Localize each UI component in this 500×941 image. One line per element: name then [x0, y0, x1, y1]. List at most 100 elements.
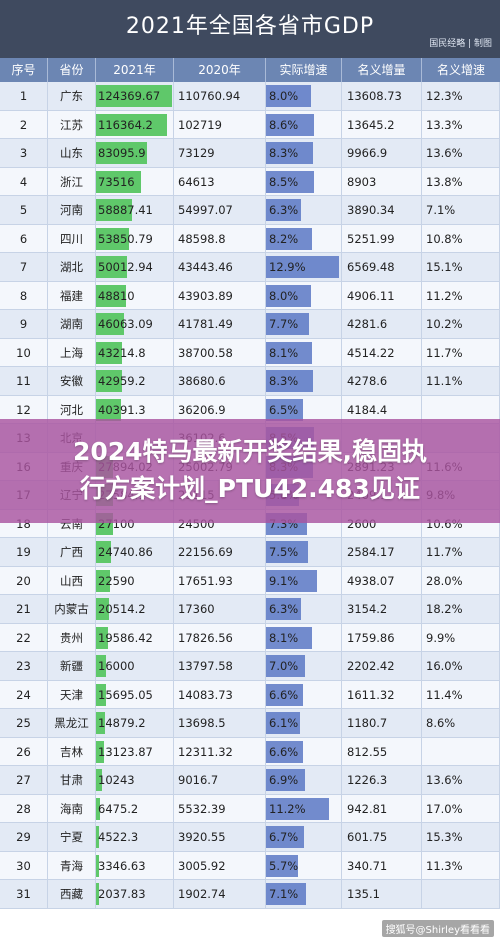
gdp-2021-cell-text: 6475.2	[98, 801, 139, 816]
gdp-2020-cell: 1902.74	[174, 880, 266, 908]
gdp-2021-cell: 48810	[96, 281, 174, 310]
nominal-growth-cell-text: 13.6%	[426, 773, 463, 787]
province-cell: 安徽	[48, 367, 96, 395]
header-province: 省份	[48, 58, 96, 82]
nominal-growth-cell-text: 13.3%	[426, 117, 463, 132]
province-cell: 天津	[48, 680, 96, 709]
gdp-2021-cell-text: 4522.3	[98, 830, 139, 844]
rank-cell-text: 30	[16, 858, 31, 873]
rank-cell: 26	[0, 737, 48, 766]
province-cell-text: 吉林	[60, 744, 83, 759]
nominal-growth-cell: 16.0%	[422, 652, 500, 680]
rank-cell-text: 25	[16, 716, 31, 730]
gdp-2020-cell-text: 102719	[178, 117, 222, 132]
nominal-increase-cell-text: 942.81	[347, 801, 388, 816]
gdp-2020-cell-text: 64613	[178, 174, 215, 189]
rank-cell-text: 28	[16, 801, 31, 816]
real-growth-cell: 6.3%	[266, 196, 342, 224]
gdp-bar	[96, 256, 127, 278]
rank-cell-text: 20	[16, 573, 31, 588]
gdp-2021-cell: 19586.42	[96, 623, 174, 652]
rank-cell-text: 5	[19, 203, 28, 217]
nominal-growth-cell: 11.3%	[422, 851, 500, 880]
province-cell-text: 新疆	[60, 659, 83, 673]
nominal-growth-cell: 11.7%	[422, 538, 500, 566]
gdp-2020-cell: 102719	[174, 110, 266, 139]
rank-cell: 8	[0, 281, 48, 310]
table-row: 29 宁夏 4522.3 3920.55 6.7% 601.75 15.3%	[0, 823, 500, 852]
nominal-increase-cell: 1611.32	[342, 680, 422, 709]
nominal-increase-cell: 4278.6	[342, 367, 422, 395]
nominal-increase-cell-text: 601.75	[347, 830, 388, 844]
rank-cell: 21	[0, 595, 48, 623]
gdp-2021-cell: 10243	[96, 766, 174, 794]
gdp-bar	[96, 598, 109, 620]
province-cell-text: 黑龙江	[54, 716, 89, 730]
real-growth-cell-text: 6.1%	[269, 716, 299, 730]
gdp-2021-cell: 13123.87	[96, 737, 174, 766]
gdp-2021-cell: 3346.63	[96, 851, 174, 880]
real-growth-cell: 6.6%	[266, 680, 342, 709]
gdp-2020-cell: 17826.56	[174, 623, 266, 652]
province-cell: 四川	[48, 224, 96, 253]
nominal-growth-cell: 18.2%	[422, 595, 500, 623]
nominal-growth-cell-text: 15.3%	[426, 830, 463, 844]
gdp-bar	[96, 740, 105, 763]
gdp-2020-cell: 110760.94	[174, 82, 266, 110]
real-growth-cell: 7.0%	[266, 652, 342, 680]
province-cell: 海南	[48, 794, 96, 823]
gdp-bar	[96, 683, 106, 706]
nominal-growth-cell-text: 9.9%	[426, 630, 456, 645]
table-row: 11 安徽 42959.2 38680.6 8.3% 4278.6 11.1%	[0, 367, 500, 396]
nominal-increase-cell-text: 13608.73	[347, 89, 402, 103]
gdp-2020-cell: 43903.89	[174, 281, 266, 310]
nominal-increase-cell: 1180.7	[342, 709, 422, 737]
gdp-2020-cell-text: 3920.55	[178, 830, 226, 844]
nominal-growth-cell: 11.4%	[422, 680, 500, 709]
gdp-2021-cell-text: 40391.3	[98, 402, 146, 417]
header-gdp-2021: 2021年	[96, 58, 174, 82]
real-growth-cell-text: 6.6%	[269, 687, 299, 702]
nominal-increase-cell-text: 1226.3	[347, 773, 388, 787]
growth-bar	[266, 769, 305, 791]
rank-cell-text: 12	[16, 402, 31, 417]
rank-cell-text: 10	[16, 345, 31, 360]
growth-bar	[266, 569, 318, 592]
province-cell-text: 甘肃	[60, 773, 83, 787]
nominal-increase-cell-text: 2202.42	[347, 659, 395, 673]
banner-line-2: 行方案计划_PTU42.483见证	[80, 474, 420, 503]
gdp-2021-cell: 24740.86	[96, 538, 174, 566]
table-row: 1 广东 124369.67 110760.94 8.0% 13608.73 12.3%	[0, 82, 500, 111]
rank-cell: 20	[0, 566, 48, 595]
nominal-growth-cell-text: 12.3%	[426, 89, 463, 103]
gdp-2020-cell: 22156.69	[174, 538, 266, 566]
province-cell-text: 上海	[60, 345, 83, 360]
growth-bar	[266, 826, 304, 848]
province-cell: 浙江	[48, 167, 96, 196]
real-growth-cell: 8.3%	[266, 367, 342, 395]
gdp-bar	[96, 569, 110, 592]
gdp-2021-cell-text: 22590	[98, 573, 135, 588]
gdp-2021-cell: 14879.2	[96, 709, 174, 737]
gdp-2020-cell: 38680.6	[174, 367, 266, 395]
real-growth-cell: 6.9%	[266, 766, 342, 794]
gdp-2020-cell-text: 43903.89	[178, 288, 233, 303]
gdp-2020-cell: 14083.73	[174, 680, 266, 709]
rank-cell-text: 9	[19, 317, 28, 331]
nominal-increase-cell-text: 5251.99	[347, 231, 395, 246]
table-row: 31 西藏 2037.83 1902.74 7.1% 135.1	[0, 880, 500, 909]
real-growth-cell: 8.1%	[266, 623, 342, 652]
gdp-2020-cell: 43443.46	[174, 253, 266, 281]
gdp-2021-cell: 83095.9	[96, 139, 174, 167]
rank-cell-text: 27	[16, 773, 31, 787]
nominal-increase-cell: 8903	[342, 167, 422, 196]
gdp-2021-cell-text: 116364.2	[98, 117, 153, 132]
nominal-increase-cell: 5251.99	[342, 224, 422, 253]
province-cell-text: 海南	[60, 801, 83, 816]
gdp-2021-cell-text: 19586.42	[98, 630, 153, 645]
nominal-increase-cell-text: 9966.9	[347, 146, 388, 160]
rank-cell-text: 3	[19, 146, 28, 160]
gdp-bar	[96, 341, 123, 364]
gdp-2020-cell: 73129	[174, 139, 266, 167]
gdp-2020-cell: 3920.55	[174, 823, 266, 851]
